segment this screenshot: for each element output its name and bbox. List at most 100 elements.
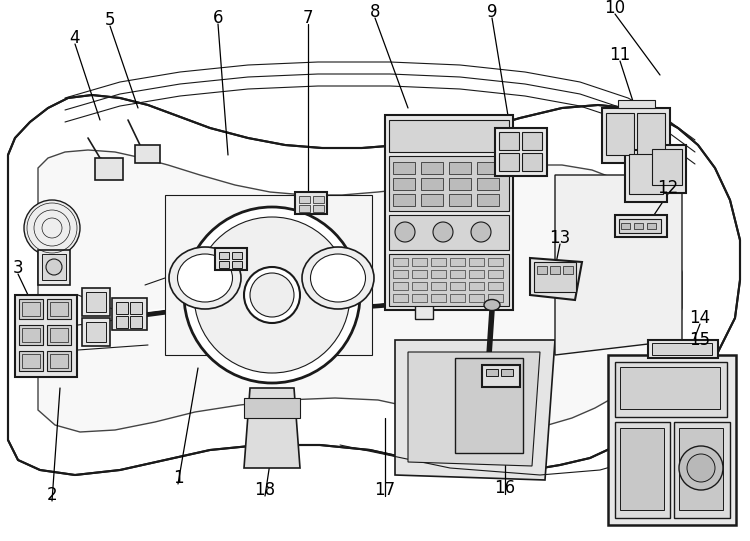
Polygon shape (618, 100, 655, 108)
Bar (522, 153, 542, 171)
Bar (477, 178, 499, 190)
Bar (47, 351, 71, 371)
Bar (522, 132, 542, 150)
Bar (477, 162, 499, 174)
Polygon shape (8, 95, 740, 475)
Text: 17: 17 (374, 481, 395, 499)
Bar (450, 294, 465, 302)
Polygon shape (530, 258, 582, 300)
Bar (469, 258, 484, 266)
Bar (389, 215, 509, 250)
Bar (421, 162, 443, 174)
Circle shape (395, 222, 415, 242)
Bar (652, 149, 682, 185)
Circle shape (184, 207, 360, 383)
Bar (455, 358, 523, 453)
Bar (232, 252, 242, 259)
Text: 13: 13 (549, 229, 571, 247)
Bar (50, 302, 68, 316)
Text: 4: 4 (70, 29, 80, 47)
Bar (389, 254, 509, 306)
Circle shape (471, 222, 491, 242)
Bar (116, 316, 128, 328)
Polygon shape (555, 175, 682, 355)
Text: 12: 12 (657, 179, 679, 197)
Bar (393, 258, 408, 266)
Bar (602, 108, 670, 163)
Bar (130, 316, 142, 328)
Text: 7: 7 (303, 9, 313, 27)
Bar (431, 258, 446, 266)
Bar (389, 156, 509, 211)
Bar (219, 261, 229, 268)
Bar (22, 328, 40, 342)
Bar (488, 282, 503, 290)
Bar (637, 113, 665, 155)
Text: 18: 18 (254, 481, 275, 499)
Bar (116, 302, 128, 314)
Bar (412, 258, 427, 266)
Bar (415, 297, 433, 319)
Bar (19, 351, 43, 371)
Bar (449, 194, 471, 206)
Bar (393, 270, 408, 278)
Bar (232, 261, 242, 268)
Bar (412, 294, 427, 302)
Bar (431, 282, 446, 290)
Bar (22, 354, 40, 368)
Bar (477, 194, 499, 206)
Bar (19, 299, 43, 319)
Bar (647, 223, 656, 229)
Bar (313, 205, 324, 212)
Bar (621, 223, 630, 229)
Bar (550, 266, 560, 274)
Bar (625, 150, 667, 202)
Ellipse shape (302, 247, 374, 309)
Text: 3: 3 (13, 259, 23, 277)
Circle shape (194, 217, 350, 373)
Bar (295, 192, 327, 214)
Text: 14: 14 (689, 309, 710, 327)
Bar (135, 145, 160, 163)
Bar (450, 258, 465, 266)
Bar (47, 325, 71, 345)
Bar (537, 266, 547, 274)
Bar (50, 354, 68, 368)
Bar (393, 282, 408, 290)
Bar (488, 258, 503, 266)
Bar (19, 325, 43, 345)
Bar (495, 128, 547, 176)
Bar (615, 422, 670, 518)
Ellipse shape (484, 300, 500, 311)
Bar (38, 250, 70, 285)
Bar (393, 294, 408, 302)
Circle shape (687, 454, 715, 482)
Bar (608, 355, 736, 525)
Bar (674, 422, 730, 518)
Bar (299, 196, 310, 203)
Bar (86, 322, 106, 342)
Ellipse shape (178, 254, 232, 302)
Bar (450, 282, 465, 290)
Bar (486, 369, 498, 376)
Bar (648, 145, 686, 193)
Bar (615, 215, 667, 237)
Bar (412, 282, 427, 290)
Bar (634, 223, 643, 229)
Bar (469, 270, 484, 278)
Bar (469, 282, 484, 290)
Bar (563, 266, 573, 274)
Bar (501, 369, 513, 376)
Bar (615, 362, 727, 417)
Text: 8: 8 (370, 3, 380, 21)
Bar (82, 288, 110, 316)
Bar (499, 153, 519, 171)
Polygon shape (244, 388, 300, 468)
Bar (393, 162, 415, 174)
Bar (244, 398, 300, 418)
Bar (50, 328, 68, 342)
Bar (313, 196, 324, 203)
Bar (431, 294, 446, 302)
Bar (431, 270, 446, 278)
Text: 1: 1 (172, 469, 183, 487)
